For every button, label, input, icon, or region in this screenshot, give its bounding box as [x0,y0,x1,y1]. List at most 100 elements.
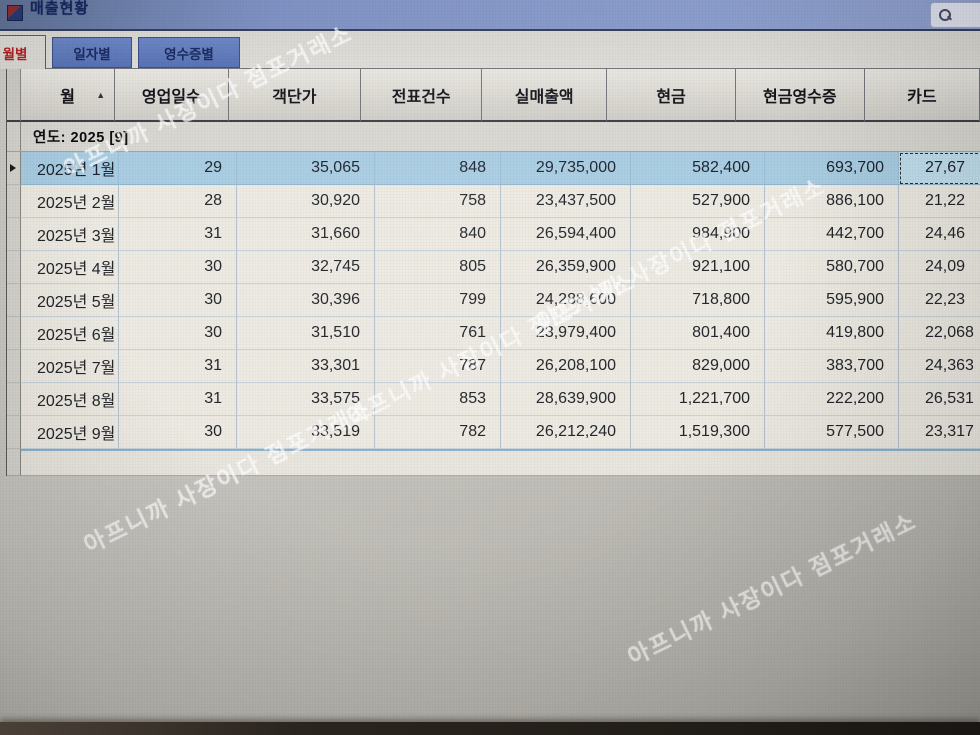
column-header-month[interactable]: 월 ▲ [21,68,116,122]
table-row[interactable]: 2025년 5월 30 30,396 799 24,288,600 718,80… [7,284,980,317]
cell-slip-count[interactable]: 840 [375,218,501,251]
cell-avg-per-customer[interactable]: 30,396 [237,284,375,317]
cell-business-days[interactable]: 31 [119,350,237,383]
cell-slip-count[interactable]: 758 [375,185,501,218]
cell-card[interactable]: 22,23 [899,284,980,317]
cell-net-sales[interactable]: 29,735,000 [501,152,631,185]
cell-slip-count[interactable]: 782 [375,416,501,449]
tab-by-receipt[interactable]: 영수증별 [138,37,240,68]
cell-net-sales[interactable]: 26,208,100 [501,350,631,383]
column-header-cash[interactable]: 현금 [607,68,736,122]
cell-cash-receipt[interactable]: 580,700 [765,251,899,284]
cell-card[interactable]: 22,068 [899,317,980,350]
cell-slip-count[interactable]: 761 [375,317,501,350]
cell-cash-receipt[interactable]: 442,700 [765,218,899,251]
cell-cash[interactable]: 801,400 [631,317,765,350]
table-row[interactable]: 2025년 7월 31 33,301 787 26,208,100 829,00… [7,350,980,383]
cell-net-sales[interactable]: 26,594,400 [501,218,631,251]
column-header-avg-per-customer[interactable]: 객단가 [228,68,362,122]
cell-month[interactable]: 2025년 3월 [21,218,119,251]
table-row[interactable]: 2025년 9월 30 33,519 782 26,212,240 1,519,… [7,416,980,449]
cell-cash[interactable]: 1,221,700 [631,383,765,416]
tab-daily[interactable]: 일자별 [52,37,132,68]
cell-business-days[interactable]: 30 [119,284,237,317]
cell-cash[interactable]: 1,519,300 [631,416,765,449]
cell-business-days[interactable]: 31 [119,218,237,251]
cell-slip-count[interactable]: 805 [375,251,501,284]
cell-card[interactable]: 21,22 [899,185,980,218]
cell-business-days[interactable]: 31 [119,383,237,416]
cell-month[interactable]: 2025년 5월 [21,284,119,317]
cell-net-sales[interactable]: 24,288,600 [501,284,631,317]
cell-net-sales[interactable]: 23,979,400 [501,317,631,350]
table-row[interactable]: 2025년 3월 31 31,660 840 26,594,400 984,90… [7,218,980,251]
cell-slip-count[interactable]: 853 [375,383,501,416]
cell-net-sales[interactable]: 23,437,500 [501,185,631,218]
cell-cash[interactable]: 527,900 [631,185,765,218]
column-header-slip-count[interactable]: 전표건수 [361,68,483,122]
cell-avg-per-customer[interactable]: 33,301 [237,350,375,383]
table-row[interactable]: 2025년 4월 30 32,745 805 26,359,900 921,10… [7,251,980,284]
cell-card[interactable]: 24,09 [899,251,980,284]
cell-cash-receipt[interactable]: 577,500 [765,416,899,449]
search-button[interactable] [930,2,980,28]
cell-business-days[interactable]: 29 [119,152,237,185]
column-header-card[interactable]: 카드 [864,68,980,122]
table-row[interactable]: 2025년 1월 29 35,065 848 29,735,000 582,40… [7,152,980,185]
column-header-business-days[interactable]: 영업일수 [115,68,229,122]
empty-grid-row [7,449,980,476]
cell-avg-per-customer[interactable]: 33,519 [237,416,375,449]
cell-cash-receipt[interactable]: 419,800 [765,317,899,350]
cell-card[interactable]: 26,531 [899,383,980,416]
cell-net-sales[interactable]: 26,359,900 [501,251,631,284]
table-row[interactable]: 2025년 2월 28 30,920 758 23,437,500 527,90… [7,185,980,218]
cell-cash-receipt[interactable]: 595,900 [765,284,899,317]
cell-cash[interactable]: 921,100 [631,251,765,284]
cell-month[interactable]: 2025년 4월 [21,251,119,284]
column-header-cash-receipt[interactable]: 현금영수증 [735,68,865,122]
app-icon [7,5,23,21]
cell-cash[interactable]: 984,900 [631,218,765,251]
cell-avg-per-customer[interactable]: 30,920 [237,185,375,218]
cell-cash-receipt[interactable]: 886,100 [765,185,899,218]
cell-business-days[interactable]: 30 [119,317,237,350]
table-row[interactable]: 2025년 8월 31 33,575 853 28,639,900 1,221,… [7,383,980,416]
tab-monthly[interactable]: 월별 [0,35,46,69]
search-icon [939,8,952,22]
cell-avg-per-customer[interactable]: 35,065 [237,152,375,185]
cell-month[interactable]: 2025년 8월 [21,383,119,416]
cell-card[interactable]: 23,317 [899,416,980,449]
row-gutter [7,416,21,449]
cell-net-sales[interactable]: 28,639,900 [501,383,631,416]
cell-business-days[interactable]: 30 [119,416,237,449]
row-gutter [7,251,21,284]
cell-cash[interactable]: 718,800 [631,284,765,317]
cell-avg-per-customer[interactable]: 32,745 [237,251,375,284]
cell-cash-receipt[interactable]: 693,700 [765,152,899,185]
cell-month[interactable]: 2025년 7월 [21,350,119,383]
cell-cash[interactable]: 829,000 [631,350,765,383]
cell-card[interactable]: 24,363 [899,350,980,383]
cell-month[interactable]: 2025년 6월 [21,317,119,350]
column-header-net-sales[interactable]: 실매출액 [482,68,608,122]
cell-avg-per-customer[interactable]: 31,660 [237,218,375,251]
cell-slip-count[interactable]: 848 [375,152,501,185]
cell-cash-receipt[interactable]: 222,200 [765,383,899,416]
cell-avg-per-customer[interactable]: 31,510 [237,317,375,350]
cell-avg-per-customer[interactable]: 33,575 [237,383,375,416]
cell-slip-count[interactable]: 787 [375,350,501,383]
cell-business-days[interactable]: 30 [119,251,237,284]
cell-card[interactable]: 24,46 [899,218,980,251]
cell-cash-receipt[interactable]: 383,700 [765,350,899,383]
cell-month[interactable]: 2025년 9월 [21,416,119,449]
row-gutter [7,218,21,251]
table-row[interactable]: 2025년 6월 30 31,510 761 23,979,400 801,40… [7,317,980,350]
cell-slip-count[interactable]: 799 [375,284,501,317]
cell-month[interactable]: 2025년 2월 [21,185,119,218]
cell-cash[interactable]: 582,400 [631,152,765,185]
cell-card[interactable]: 27,67 [899,152,980,185]
cell-net-sales[interactable]: 26,212,240 [501,416,631,449]
cell-business-days[interactable]: 28 [119,185,237,218]
group-row-year-2025[interactable]: 연도: 2025 [9] [7,122,980,152]
cell-month[interactable]: 2025년 1월 [21,152,119,185]
